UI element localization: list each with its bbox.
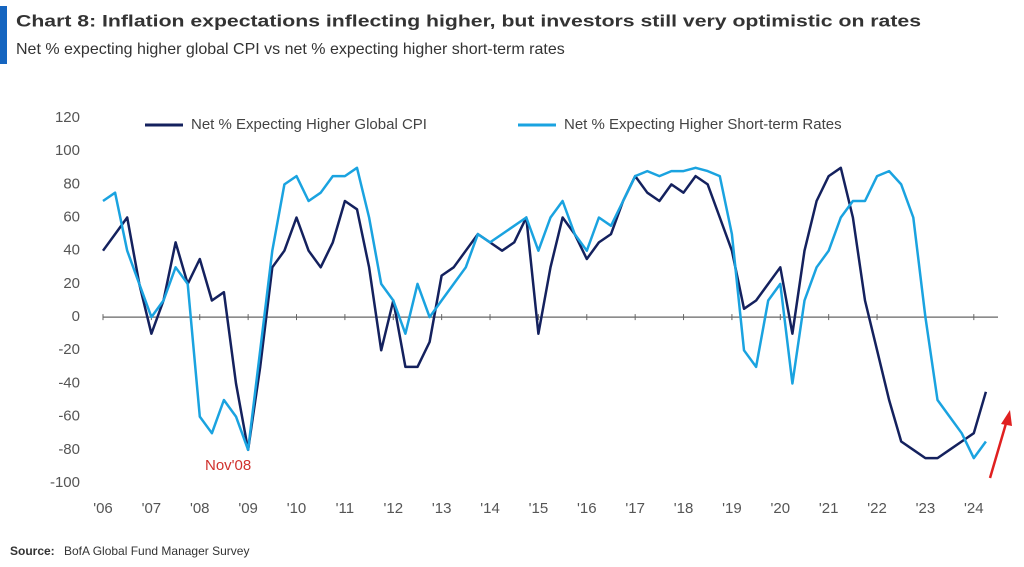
x-tick-label: '13 — [432, 500, 452, 517]
chart-title: Chart 8: Inflation expectations inflecti… — [16, 11, 921, 30]
x-tick-label: '14 — [480, 500, 500, 517]
legend-label: Net % Expecting Higher Global CPI — [191, 116, 427, 133]
x-tick-label: '08 — [190, 500, 210, 517]
x-tick-label: '12 — [383, 500, 403, 517]
x-tick-label: '07 — [142, 500, 162, 517]
arrow — [988, 410, 1012, 479]
x-tick-label: '21 — [819, 500, 839, 517]
y-tick-label: 40 — [63, 242, 80, 259]
y-tick-label: -100 — [50, 474, 80, 491]
y-tick-label: -60 — [58, 408, 80, 425]
x-tick-label: '09 — [238, 500, 258, 517]
x-tick-label: '15 — [529, 500, 549, 517]
y-tick-label: 100 — [55, 142, 80, 159]
y-tick-label: 20 — [63, 275, 80, 292]
x-tick-label: '16 — [577, 500, 597, 517]
legend-label: Net % Expecting Higher Short-term Rates — [564, 116, 842, 133]
series-line — [102, 166, 987, 460]
x-tick-label: '23 — [916, 500, 936, 517]
y-tick-label: -80 — [58, 441, 80, 458]
source-label: Source: — [10, 544, 55, 558]
annotation: Nov'08 — [205, 457, 251, 474]
x-tick-label: '19 — [722, 500, 742, 517]
chart-subtitle: Net % expecting higher global CPI vs net… — [16, 41, 565, 58]
y-tick-label: 60 — [63, 209, 80, 226]
y-tick-label: -20 — [58, 341, 80, 358]
x-tick-label: '10 — [287, 500, 307, 517]
x-tick-label: '17 — [625, 500, 645, 517]
x-tick-label: '06 — [93, 500, 113, 517]
x-tick-label: '22 — [867, 500, 887, 517]
source: BofA Global Fund Manager Survey — [64, 544, 249, 558]
x-tick-label: '18 — [674, 500, 694, 517]
y-tick-label: 120 — [55, 109, 80, 126]
y-tick-label: -40 — [58, 374, 80, 391]
x-tick-label: '20 — [771, 500, 791, 517]
x-tick-label: '11 — [336, 500, 354, 517]
y-tick-label: 80 — [63, 175, 80, 192]
y-tick-label: 0 — [72, 308, 80, 325]
x-tick-label: '24 — [964, 500, 984, 517]
title-accent — [0, 6, 7, 64]
